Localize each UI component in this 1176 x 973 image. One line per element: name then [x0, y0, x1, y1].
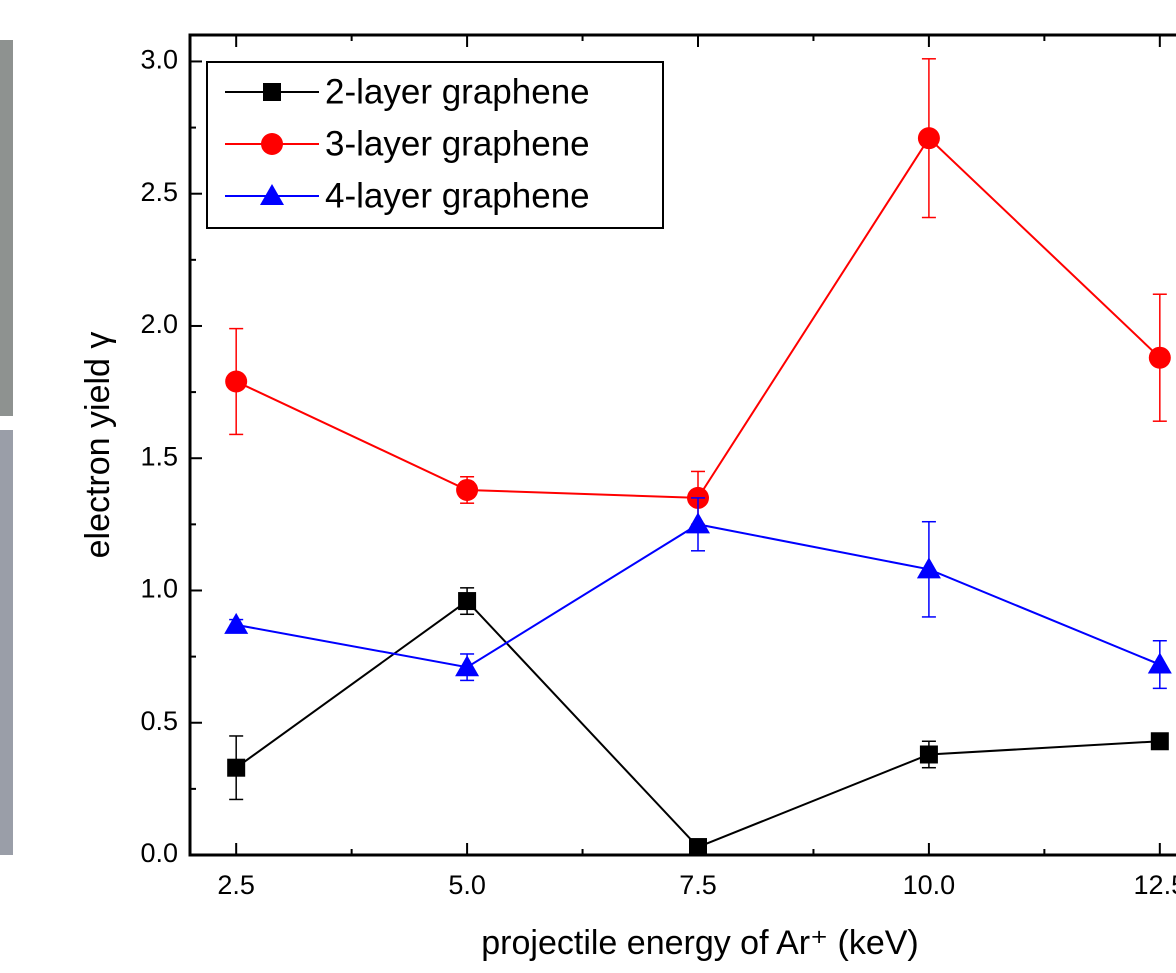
legend-label: 4-layer graphene: [325, 176, 590, 215]
marker: [1150, 732, 1169, 751]
marker: [916, 557, 941, 579]
legend-label: 2-layer graphene: [325, 72, 590, 111]
marker: [456, 478, 479, 501]
marker: [686, 512, 710, 534]
x-tick-label: 2.5: [217, 870, 255, 900]
marker: [1148, 346, 1171, 369]
x-tick-label: 7.5: [679, 870, 717, 900]
y-tick-label: 2.5: [140, 177, 178, 207]
y-tick-label: 0.5: [140, 706, 178, 736]
y-tick-label: 1.5: [140, 441, 178, 471]
photo-strip: [0, 40, 13, 416]
legend-marker: [261, 133, 283, 155]
marker: [458, 592, 477, 611]
marker: [225, 370, 248, 393]
photo-strip: [0, 430, 13, 855]
marker: [917, 127, 940, 150]
legend-marker: [263, 83, 281, 101]
legend-marker: [260, 184, 284, 205]
marker: [1147, 652, 1172, 674]
marker: [919, 745, 938, 764]
y-tick-label: 0.0: [140, 838, 178, 868]
y-tick-label: 1.0: [140, 574, 178, 604]
legend-label: 3-layer graphene: [325, 124, 590, 163]
marker: [227, 758, 246, 777]
x-tick-label: 12.5: [1134, 870, 1176, 900]
y-axis-label: electron yield γ: [79, 332, 117, 559]
y-tick-label: 2.0: [140, 309, 178, 339]
marker: [689, 838, 707, 857]
marker: [224, 612, 249, 634]
x-tick-label: 10.0: [903, 870, 956, 900]
marker: [455, 655, 480, 677]
series-line: [235, 599, 1160, 849]
x-axis-label: projectile energy of Ar⁺ (keV): [481, 924, 918, 962]
x-tick-label: 5.0: [448, 870, 486, 900]
y-tick-label: 3.0: [140, 45, 178, 75]
